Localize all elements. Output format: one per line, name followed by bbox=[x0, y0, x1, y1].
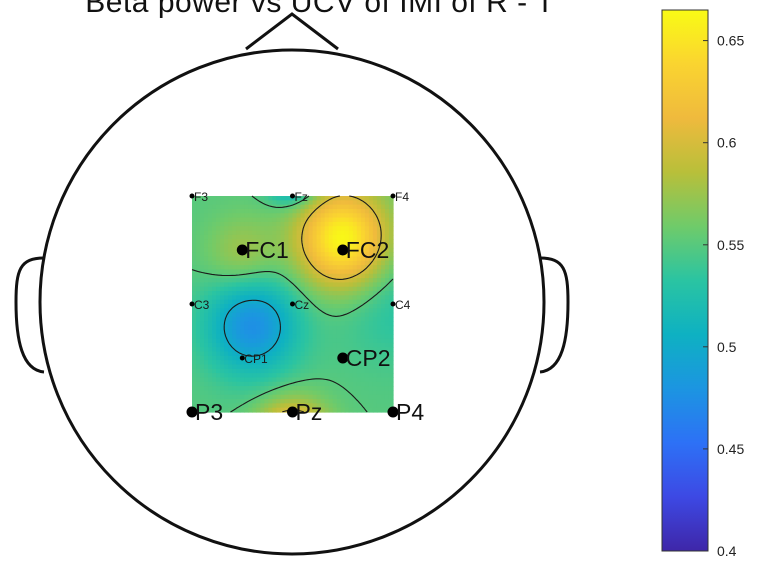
electrode-label: C4 bbox=[395, 298, 411, 312]
electrode-pz: Pz bbox=[287, 399, 322, 425]
electrode-label: C3 bbox=[194, 298, 210, 312]
contour-line bbox=[191, 195, 394, 413]
electrode-marker bbox=[287, 406, 298, 418]
colorbar-tick-label: 0.4 bbox=[717, 543, 737, 559]
electrode-fc2: FC2 bbox=[337, 237, 389, 263]
electrode-label: P4 bbox=[396, 399, 424, 425]
electrode-marker bbox=[390, 301, 396, 307]
electrode-marker bbox=[387, 406, 399, 418]
electrode-marker bbox=[236, 244, 248, 256]
electrode-marker bbox=[337, 244, 349, 256]
chart-title: Beta power vs UCV of IMI of R - T bbox=[85, 0, 555, 19]
electrode-label: CP2 bbox=[346, 345, 391, 371]
electrode-p3: P3 bbox=[186, 399, 223, 425]
electrode-f3: F3 bbox=[189, 190, 208, 204]
electrode-f4: F4 bbox=[390, 190, 409, 204]
colorbar-tick-label: 0.6 bbox=[717, 135, 737, 151]
electrode-fc1: FC1 bbox=[236, 237, 289, 263]
electrode-label: F3 bbox=[194, 190, 208, 204]
electrode-label: FC2 bbox=[346, 237, 389, 263]
electrode-c4: C4 bbox=[390, 298, 411, 312]
nose-outline bbox=[245, 12, 339, 51]
electrode-marker bbox=[239, 355, 245, 361]
head-outline bbox=[38, 48, 546, 556]
electrode-cp1: CP1 bbox=[239, 352, 268, 366]
electrode-marker bbox=[290, 301, 295, 307]
electrode-fz: Fz bbox=[290, 190, 308, 204]
electrode-marker bbox=[390, 193, 396, 199]
electrode-label: Cz bbox=[295, 298, 310, 312]
electrode-marker bbox=[337, 352, 349, 364]
electrode-marker bbox=[290, 193, 295, 199]
electrode-marker bbox=[189, 301, 195, 307]
electrode-label: F4 bbox=[395, 190, 409, 204]
electrode-p4: P4 bbox=[387, 399, 424, 425]
electrode-label: CP1 bbox=[244, 352, 268, 366]
colorbar-tick-label: 0.45 bbox=[717, 441, 744, 457]
electrodes: F3 Fz F4 FC1 FC2 C3 Cz C4 CP1 CP2 P3 Pz P4 bbox=[186, 190, 424, 425]
electrode-label: FC1 bbox=[245, 237, 288, 263]
left-ear-outline bbox=[14, 256, 45, 374]
electrode-cp2: CP2 bbox=[337, 345, 391, 371]
colorbar-tick-label: 0.5 bbox=[717, 339, 737, 355]
colorbar-ticks: 0.4 0.45 0.5 0.55 0.6 0.65 bbox=[703, 33, 744, 559]
electrode-marker bbox=[186, 406, 198, 418]
heatmap-field bbox=[192, 196, 394, 413]
contour-line bbox=[281, 195, 382, 413]
electrode-cz: Cz bbox=[290, 298, 309, 312]
right-ear-outline bbox=[539, 256, 570, 374]
electrode-c3: C3 bbox=[189, 298, 210, 312]
contour-line bbox=[223, 299, 281, 357]
electrode-label: Fz bbox=[295, 190, 308, 204]
colorbar bbox=[661, 9, 709, 552]
electrode-label: P3 bbox=[195, 399, 223, 425]
electrode-marker bbox=[189, 193, 195, 199]
electrode-label: Pz bbox=[296, 399, 323, 425]
colorbar-tick-label: 0.55 bbox=[717, 237, 744, 253]
colorbar-tick-label: 0.65 bbox=[717, 33, 744, 49]
contour-lines bbox=[191, 195, 394, 413]
